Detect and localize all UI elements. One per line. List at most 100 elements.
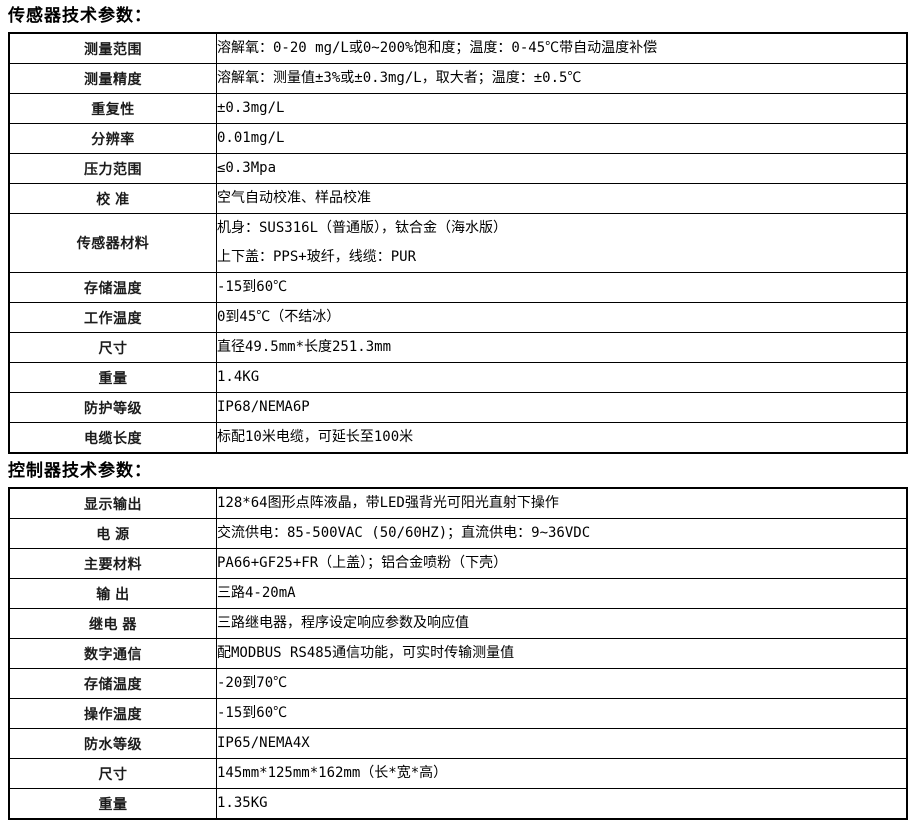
param-label: 尺寸 xyxy=(8,332,217,363)
param-label: 重复性 xyxy=(8,93,217,124)
param-value-line: -15到60℃ xyxy=(217,705,288,721)
param-label: 操作温度 xyxy=(8,698,217,729)
param-value-line: 三路4-20mA xyxy=(217,585,296,601)
table-row: 分辨率 0.01mg/L xyxy=(8,123,908,154)
param-value-line: 1.4KG xyxy=(217,369,260,385)
param-label: 工作温度 xyxy=(8,302,217,333)
param-value: -15到60℃ xyxy=(216,698,908,729)
param-label: 电 源 xyxy=(8,518,217,549)
table-row: 防水等级 IP65/NEMA4X xyxy=(8,728,908,759)
param-label: 测量精度 xyxy=(8,63,217,94)
param-value-line: 溶解氧：0-20 mg/L或0~200%饱和度；温度：0-45℃带自动温度补偿 xyxy=(217,40,658,56)
param-value: 标配10米电缆，可延长至100米 xyxy=(216,422,908,454)
table-row: 压力范围 ≤0.3Mpa xyxy=(8,153,908,184)
table-row: 显示输出 128*64图形点阵液晶，带LED强背光可阳光直射下操作 xyxy=(8,487,908,519)
param-value: ≤0.3Mpa xyxy=(216,153,908,184)
param-value: 空气自动校准、样品校准 xyxy=(216,183,908,214)
table-row: 测量范围 溶解氧：0-20 mg/L或0~200%饱和度；温度：0-45℃带自动温… xyxy=(8,32,908,64)
param-label: 重量 xyxy=(8,362,217,393)
sensor-spec-table: 测量范围 溶解氧：0-20 mg/L或0~200%饱和度；温度：0-45℃带自动温… xyxy=(8,32,908,454)
param-value-line: 空气自动校准、样品校准 xyxy=(217,190,371,206)
param-label: 继电 器 xyxy=(8,608,217,639)
section-title-sensor: 传感器技术参数： xyxy=(8,6,152,25)
table-row: 数字通信 配MODBUS RS485通信功能，可实时传输测量值 xyxy=(8,638,908,669)
param-label: 输 出 xyxy=(8,578,217,609)
param-value-line: IP68/NEMA6P xyxy=(217,399,310,415)
param-value: 0到45℃（不结冰） xyxy=(216,302,908,333)
param-value-line: 1.35KG xyxy=(217,795,268,811)
table-row: 电 源交流供电：85-500VAC (50/60HZ)；直流供电：9~36VDC xyxy=(8,518,908,549)
param-value: 交流供电：85-500VAC (50/60HZ)；直流供电：9~36VDC xyxy=(216,518,908,549)
param-value-line: 145mm*125mm*162mm（长*宽*高） xyxy=(217,765,448,781)
param-value: 直径49.5mm*长度251.3mm xyxy=(216,332,908,363)
param-label: 电缆长度 xyxy=(8,422,217,454)
table-row: 主要材料 PA66+GF25+FR（上盖）；铝合金喷粉（下壳） xyxy=(8,548,908,579)
table-row: 尺寸 145mm*125mm*162mm（长*宽*高） xyxy=(8,758,908,789)
param-value: 145mm*125mm*162mm（长*宽*高） xyxy=(216,758,908,789)
param-label: 存储温度 xyxy=(8,272,217,303)
param-value-line: 配MODBUS RS485通信功能，可实时传输测量值 xyxy=(217,645,515,661)
table-row: 测量精度 溶解氧：测量值±3%或±0.3mg/L，取大者；温度：±0.5℃ xyxy=(8,63,908,94)
table-row: 继电 器三路继电器，程序设定响应参数及响应值 xyxy=(8,608,908,639)
param-label: 校 准 xyxy=(8,183,217,214)
param-value: IP68/NEMA6P xyxy=(216,392,908,423)
param-value: 0.01mg/L xyxy=(216,123,908,154)
param-value-line: 交流供电：85-500VAC (50/60HZ)；直流供电：9~36VDC xyxy=(217,525,591,541)
section-title-controller: 控制器技术参数： xyxy=(8,461,152,480)
table-row: 重复性 ±0.3mg/L xyxy=(8,93,908,124)
table-row: 电缆长度 标配10米电缆，可延长至100米 xyxy=(8,422,908,454)
param-value: IP65/NEMA4X xyxy=(216,728,908,759)
param-label: 防水等级 xyxy=(8,728,217,759)
param-label: 重量 xyxy=(8,788,217,820)
param-value: 128*64图形点阵液晶，带LED强背光可阳光直射下操作 xyxy=(216,487,908,519)
param-value: 配MODBUS RS485通信功能，可实时传输测量值 xyxy=(216,638,908,669)
table-row: 传感器材料 机身：SUS316L（普通版），钛合金（海水版） 上下盖：PPS+玻纤，… xyxy=(8,213,908,273)
param-value-line: 0.01mg/L xyxy=(217,130,285,146)
param-value: -20到70℃ xyxy=(216,668,908,699)
param-value: 三路4-20mA xyxy=(216,578,908,609)
table-row: 重量 1.4KG xyxy=(8,362,908,393)
table-row: 操作温度 -15到60℃ xyxy=(8,698,908,729)
param-value-line: 上下盖：PPS+玻纤，线缆：PUR xyxy=(217,249,417,265)
param-value-line: PA66+GF25+FR（上盖）；铝合金喷粉（下壳） xyxy=(217,555,508,571)
param-value-line: 128*64图形点阵液晶，带LED强背光可阳光直射下操作 xyxy=(217,495,559,511)
param-value: 溶解氧：测量值±3%或±0.3mg/L，取大者；温度：±0.5℃ xyxy=(216,63,908,94)
param-value-line: ±0.3mg/L xyxy=(217,100,285,116)
param-value-line: 溶解氧：测量值±3%或±0.3mg/L，取大者；温度：±0.5℃ xyxy=(217,70,582,86)
table-row: 重量 1.35KG xyxy=(8,788,908,820)
param-value: PA66+GF25+FR（上盖）；铝合金喷粉（下壳） xyxy=(216,548,908,579)
table-row: 存储温度 -20到70℃ xyxy=(8,668,908,699)
controller-spec-table: 显示输出 128*64图形点阵液晶，带LED强背光可阳光直射下操作电 源交流供电：… xyxy=(8,487,908,820)
param-value-line: 三路继电器，程序设定响应参数及响应值 xyxy=(217,615,469,631)
table-row: 校 准空气自动校准、样品校准 xyxy=(8,183,908,214)
param-value: -15到60℃ xyxy=(216,272,908,303)
param-label: 分辨率 xyxy=(8,123,217,154)
param-value-line: ≤0.3Mpa xyxy=(217,160,277,176)
param-label: 数字通信 xyxy=(8,638,217,669)
param-value-line: IP65/NEMA4X xyxy=(217,735,310,751)
param-value-line: 0到45℃（不结冰） xyxy=(217,309,341,325)
param-value-line: 直径49.5mm*长度251.3mm xyxy=(217,339,392,355)
param-value: 溶解氧：0-20 mg/L或0~200%饱和度；温度：0-45℃带自动温度补偿 xyxy=(216,32,908,64)
param-value-line: -20到70℃ xyxy=(217,675,288,691)
param-value: ±0.3mg/L xyxy=(216,93,908,124)
param-label: 主要材料 xyxy=(8,548,217,579)
param-value-line: 机身：SUS316L（普通版），钛合金（海水版） xyxy=(217,220,507,236)
param-value: 1.35KG xyxy=(216,788,908,820)
param-label: 显示输出 xyxy=(8,487,217,519)
param-label: 存储温度 xyxy=(8,668,217,699)
param-value-line: -15到60℃ xyxy=(217,279,288,295)
param-value: 机身：SUS316L（普通版），钛合金（海水版） 上下盖：PPS+玻纤，线缆：PU… xyxy=(216,213,908,273)
param-value-line: 标配10米电缆，可延长至100米 xyxy=(217,429,414,445)
param-label: 传感器材料 xyxy=(8,213,217,273)
param-value: 三路继电器，程序设定响应参数及响应值 xyxy=(216,608,908,639)
param-label: 防护等级 xyxy=(8,392,217,423)
table-row: 存储温度 -15到60℃ xyxy=(8,272,908,303)
param-value: 1.4KG xyxy=(216,362,908,393)
table-row: 防护等级 IP68/NEMA6P xyxy=(8,392,908,423)
param-label: 测量范围 xyxy=(8,32,217,64)
table-row: 工作温度 0到45℃（不结冰） xyxy=(8,302,908,333)
param-label: 尺寸 xyxy=(8,758,217,789)
param-label: 压力范围 xyxy=(8,153,217,184)
